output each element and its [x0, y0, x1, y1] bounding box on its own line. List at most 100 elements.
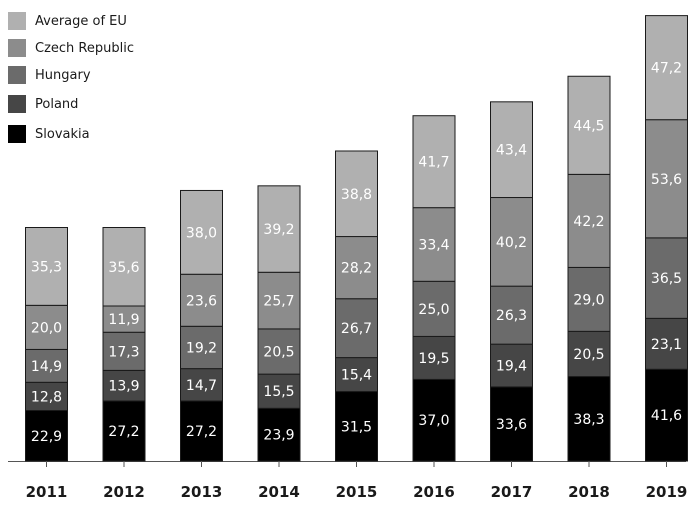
data-label-average-of-eu-2013: 38,0 — [186, 225, 217, 241]
data-label-poland-2011: 12,8 — [31, 389, 62, 405]
data-label-slovakia-2018: 38,3 — [573, 412, 604, 428]
bar-segment-slovakia-2016 — [412, 378, 456, 462]
data-label-average-of-eu-2011: 35,3 — [31, 259, 62, 275]
x-tick-label-2018: 2018 — [568, 483, 610, 501]
bar-segment-czech-republic-2011 — [25, 304, 68, 350]
data-label-poland-2017: 19,4 — [496, 359, 527, 375]
bar-segment-hungary-2013 — [180, 325, 223, 370]
data-label-poland-2012: 13,9 — [108, 379, 139, 395]
bar-segment-hungary-2015 — [335, 298, 378, 359]
bar-segment-poland-2011 — [25, 381, 68, 412]
bar-segment-average-of-eu-2018 — [567, 75, 611, 175]
data-label-average-of-eu-2018: 44,5 — [573, 118, 604, 134]
data-label-poland-2016: 19,5 — [418, 351, 449, 367]
bar-segment-slovakia-2015 — [335, 391, 378, 462]
data-label-hungary-2011: 14,9 — [31, 359, 62, 375]
legend-item-slovakia: Slovakia — [8, 125, 90, 143]
bar-segment-average-of-eu-2014 — [257, 185, 301, 273]
data-label-czech-republic-2016: 33,4 — [418, 237, 449, 253]
data-label-poland-2014: 15,5 — [263, 384, 294, 400]
data-label-slovakia-2015: 31,5 — [341, 419, 372, 435]
data-label-slovakia-2017: 33,6 — [496, 417, 527, 433]
data-label-hungary-2019: 36,5 — [651, 271, 682, 287]
legend-swatch — [8, 39, 26, 57]
data-label-poland-2018: 20,5 — [573, 347, 604, 363]
bar-segment-slovakia-2013 — [180, 400, 223, 462]
legend-label: Poland — [35, 96, 79, 112]
bar-segment-czech-republic-2014 — [257, 271, 301, 330]
bar-segment-hungary-2017 — [490, 285, 533, 345]
x-tick-label-2016: 2016 — [413, 483, 455, 501]
data-label-poland-2013: 14,7 — [186, 378, 217, 394]
bar-segment-czech-republic-2013 — [180, 273, 223, 327]
data-label-average-of-eu-2015: 38,8 — [341, 187, 372, 203]
data-label-hungary-2016: 25,0 — [418, 302, 449, 318]
bar-segment-czech-republic-2015 — [335, 236, 378, 300]
bar-segment-hungary-2018 — [567, 266, 611, 332]
x-tick-label-2012: 2012 — [103, 483, 145, 501]
data-label-average-of-eu-2012: 35,6 — [108, 260, 139, 276]
data-label-hungary-2012: 17,3 — [108, 344, 139, 360]
bar-segment-average-of-eu-2013 — [180, 189, 223, 275]
data-label-czech-republic-2019: 53,6 — [651, 172, 682, 188]
data-label-czech-republic-2017: 40,2 — [496, 235, 527, 251]
bar-segment-poland-2014 — [257, 373, 301, 409]
data-label-czech-republic-2014: 25,7 — [263, 294, 294, 310]
data-label-slovakia-2013: 27,2 — [186, 424, 217, 440]
legend-swatch — [8, 12, 26, 30]
bar-segment-slovakia-2014 — [257, 407, 301, 462]
bar-segment-poland-2015 — [335, 357, 378, 393]
data-label-slovakia-2016: 37,0 — [418, 413, 449, 429]
x-tick-label-2014: 2014 — [258, 483, 300, 501]
data-label-czech-republic-2011: 20,0 — [31, 320, 62, 336]
bar-segment-average-of-eu-2019 — [645, 15, 688, 121]
bar-segment-poland-2012 — [102, 369, 146, 402]
data-label-hungary-2013: 19,2 — [186, 340, 217, 356]
legend-item-poland: Poland — [8, 95, 78, 113]
data-label-hungary-2015: 26,7 — [341, 321, 372, 337]
bar-segment-czech-republic-2018 — [567, 173, 611, 268]
legend-item-hungary: Hungary — [8, 66, 91, 84]
bar-segment-average-of-eu-2011 — [25, 227, 68, 306]
bar-segment-poland-2018 — [567, 330, 611, 378]
bar-segment-slovakia-2019 — [645, 368, 688, 462]
data-label-czech-republic-2012: 11,9 — [108, 312, 139, 328]
data-label-poland-2015: 15,4 — [341, 368, 372, 384]
x-tick-label-2011: 2011 — [26, 483, 68, 501]
data-label-czech-republic-2015: 28,2 — [341, 261, 372, 277]
data-label-hungary-2014: 20,5 — [263, 345, 294, 361]
legend-swatch — [8, 66, 26, 84]
legend-label: Czech Republic — [35, 40, 134, 56]
bar-segment-hungary-2012 — [102, 331, 146, 371]
data-label-slovakia-2019: 41,6 — [651, 408, 682, 424]
legend-swatch — [8, 125, 26, 143]
x-tick-label-2013: 2013 — [181, 483, 223, 501]
legend-swatch — [8, 95, 26, 113]
data-label-slovakia-2011: 22,9 — [31, 429, 62, 445]
data-label-average-of-eu-2017: 43,4 — [496, 143, 527, 159]
legend-label: Hungary — [35, 67, 91, 83]
bar-segment-average-of-eu-2017 — [490, 101, 533, 199]
bar-segment-poland-2016 — [412, 335, 456, 380]
bar-segment-average-of-eu-2015 — [335, 150, 378, 238]
data-label-average-of-eu-2016: 41,7 — [418, 155, 449, 171]
data-label-poland-2019: 23,1 — [651, 337, 682, 353]
bar-segment-average-of-eu-2012 — [102, 227, 146, 307]
data-label-hungary-2017: 26,3 — [496, 308, 527, 324]
x-tick-label-2017: 2017 — [491, 483, 533, 501]
data-label-czech-republic-2013: 23,6 — [186, 293, 217, 309]
bar-segment-czech-republic-2017 — [490, 197, 533, 287]
bar-segment-czech-republic-2019 — [645, 119, 688, 239]
data-label-average-of-eu-2019: 47,2 — [651, 61, 682, 77]
x-tick-label-2019: 2019 — [646, 483, 688, 501]
legend-label: Slovakia — [35, 126, 90, 142]
bar-segment-average-of-eu-2016 — [412, 115, 456, 209]
bar-segment-poland-2017 — [490, 343, 533, 388]
data-label-slovakia-2012: 27,2 — [108, 424, 139, 440]
bar-segment-czech-republic-2012 — [102, 305, 146, 333]
legend-label: Average of EU — [35, 13, 127, 29]
legend-item-average-of-eu: Average of EU — [8, 12, 127, 30]
data-label-average-of-eu-2014: 39,2 — [263, 222, 294, 238]
x-tick-label-2015: 2015 — [336, 483, 378, 501]
